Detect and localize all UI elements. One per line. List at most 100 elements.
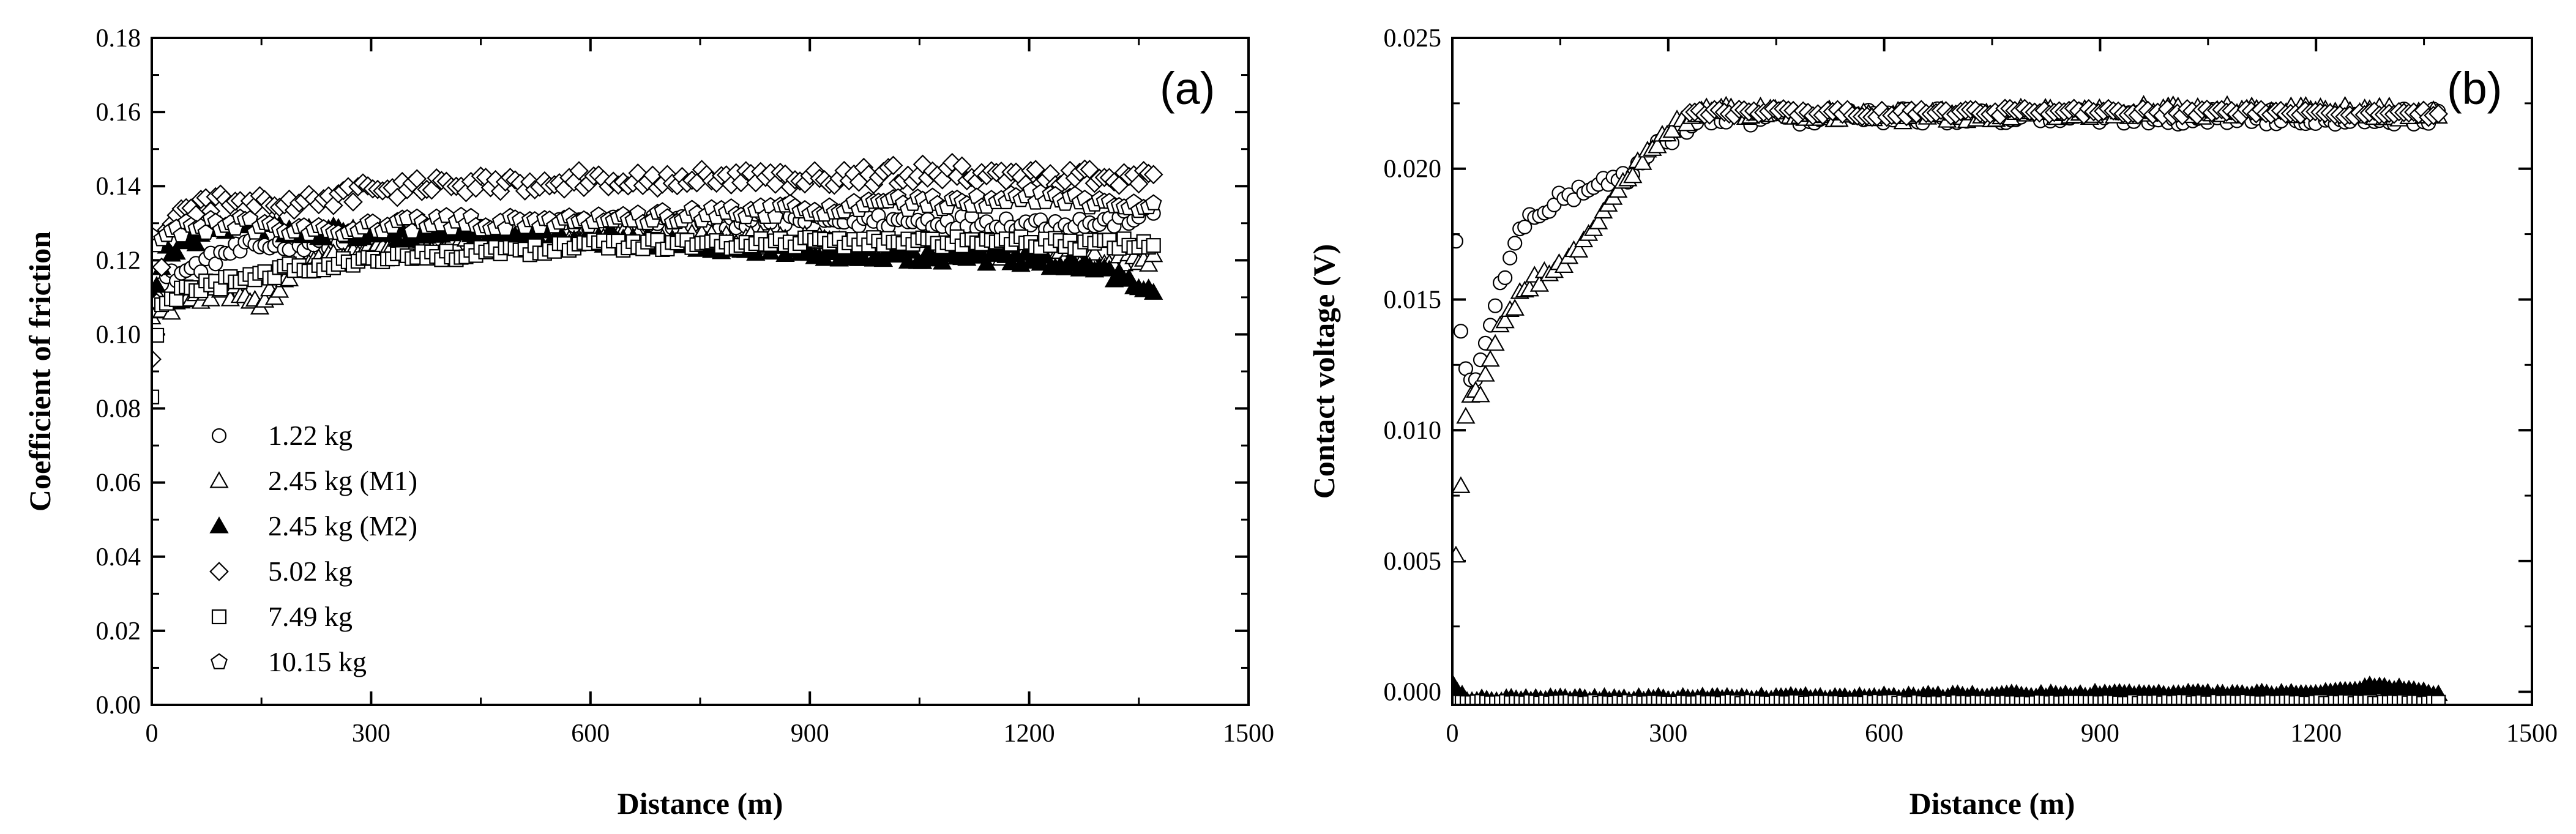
legend-marker — [209, 471, 229, 488]
series-7-49-kg — [1452, 693, 2446, 705]
legend-label: 2.45 kg (M1) — [268, 465, 417, 496]
plot-frame-b — [1451, 37, 2533, 706]
y-tick-label: 0.10 — [96, 321, 141, 349]
data-point — [1648, 136, 1667, 154]
data-point — [197, 223, 215, 240]
data-point — [1036, 247, 1055, 264]
series-5-02-kg — [1680, 99, 2448, 127]
legend-marker — [211, 653, 228, 669]
y-tick-label: 0.16 — [96, 99, 141, 127]
data-point — [280, 269, 299, 286]
data-point — [2429, 104, 2448, 124]
series-2-45-kg-m1- — [1452, 95, 2448, 563]
x-axis-title-a: Distance (m) — [618, 786, 783, 821]
data-point — [1471, 385, 1490, 403]
x-tick-label: 600 — [1865, 720, 1903, 748]
data-point — [1633, 153, 1652, 170]
data-point — [1498, 270, 1513, 285]
data-point — [883, 155, 903, 176]
chart-panel-b: 0 300 600 900 1200 1500 0.000 0.005 0.010 0.015 0.… — [1307, 24, 2558, 821]
data-point — [466, 178, 486, 198]
legend-marker — [209, 516, 229, 534]
data-points-a — [152, 152, 1163, 404]
data-point — [1588, 212, 1608, 229]
data-point — [1554, 256, 1574, 274]
chart-panel-a: 0 300 600 900 1200 1500 0.00 0.02 0.04 0.06 0.08 0.… — [23, 24, 1274, 821]
data-point — [343, 192, 363, 212]
data-point — [201, 289, 220, 307]
data-point — [1452, 234, 1463, 249]
y-tick-label: 0.000 — [1384, 679, 1442, 707]
data-point — [1608, 181, 1628, 198]
axes-ticks-b: 0 300 600 900 1200 1500 0.000 0.005 0.010 0.015 0.… — [1384, 24, 2558, 748]
x-tick-label: 900 — [791, 720, 829, 748]
panel-label-a: (a) — [1160, 63, 1215, 114]
data-point — [152, 257, 171, 277]
y-tick-label: 0.08 — [96, 395, 141, 423]
legend-marker — [209, 562, 229, 581]
data-point — [1507, 236, 1523, 251]
data-point — [1485, 333, 1505, 351]
y-tick-label: 0.025 — [1384, 24, 1442, 53]
legend-label: 5.02 kg — [268, 556, 353, 587]
legend-marker — [211, 609, 227, 625]
y-tick-label: 0.06 — [96, 469, 141, 497]
series-7-49-kg — [152, 229, 1161, 404]
data-point — [152, 349, 162, 369]
y-tick-label: 0.02 — [96, 617, 141, 646]
series-5-02-kg — [152, 152, 1163, 369]
data-points-b — [1452, 95, 2448, 705]
y-tick-label: 0.005 — [1384, 548, 1442, 576]
data-point — [1517, 219, 1533, 235]
data-point — [1623, 166, 1643, 184]
x-axis-title-b: Distance (m) — [1910, 786, 2075, 821]
data-point — [1080, 160, 1100, 179]
data-point — [1139, 255, 1159, 272]
data-point — [1662, 121, 1682, 138]
panel-label-b: (b) — [2447, 63, 2502, 114]
data-point — [1452, 673, 1462, 691]
data-point — [1144, 283, 1163, 300]
data-point — [1452, 476, 1471, 493]
data-point — [1505, 299, 1525, 316]
legend-a: 1.22 kg 2.45 kg (M1) 2.45 kg (M2) 5.02 kg 7.… — [209, 420, 417, 677]
data-point — [152, 327, 165, 343]
data-point — [1480, 349, 1500, 367]
data-point — [977, 253, 996, 271]
y-tick-label: 0.020 — [1384, 155, 1442, 184]
y-axis-title-a: Coefficient of friction — [23, 231, 57, 512]
y-tick-label: 0.010 — [1384, 417, 1442, 445]
x-tick-label: 1500 — [2506, 720, 2558, 748]
x-tick-label: 900 — [2081, 720, 2119, 748]
y-axis-title-b: Contact voltage (V) — [1307, 244, 1341, 499]
x-tick-label: 600 — [571, 720, 610, 748]
data-point — [152, 389, 160, 404]
legend-label: 2.45 kg (M2) — [268, 510, 417, 542]
plot-frame-a — [151, 37, 1250, 706]
y-tick-label: 0.18 — [96, 24, 141, 53]
data-point — [1026, 160, 1045, 179]
data-point — [1146, 238, 1161, 253]
x-tick-label: 0 — [1446, 720, 1459, 748]
legend-marker — [211, 428, 227, 444]
data-point — [1495, 311, 1515, 329]
data-point — [241, 210, 259, 226]
data-point — [1476, 365, 1495, 382]
legend-label: 7.49 kg — [268, 601, 353, 632]
data-point — [1144, 194, 1162, 210]
x-tick-label: 1500 — [1223, 720, 1274, 748]
data-point — [166, 242, 186, 260]
axes-ticks-a: 0 300 600 900 1200 1500 0.00 0.02 0.04 0.06 0.08 0.… — [96, 24, 1275, 748]
y-tick-label: 0.12 — [96, 247, 141, 275]
legend-label: 10.15 kg — [268, 646, 367, 677]
data-point — [269, 281, 289, 298]
data-point — [2431, 694, 2446, 705]
data-point — [1456, 406, 1476, 424]
x-tick-label: 1200 — [1004, 720, 1055, 748]
series-10-15-kg — [152, 181, 1162, 253]
data-point — [1143, 165, 1163, 185]
x-tick-label: 300 — [1649, 720, 1687, 748]
data-point — [569, 161, 589, 181]
y-tick-label: 0.00 — [96, 691, 141, 720]
